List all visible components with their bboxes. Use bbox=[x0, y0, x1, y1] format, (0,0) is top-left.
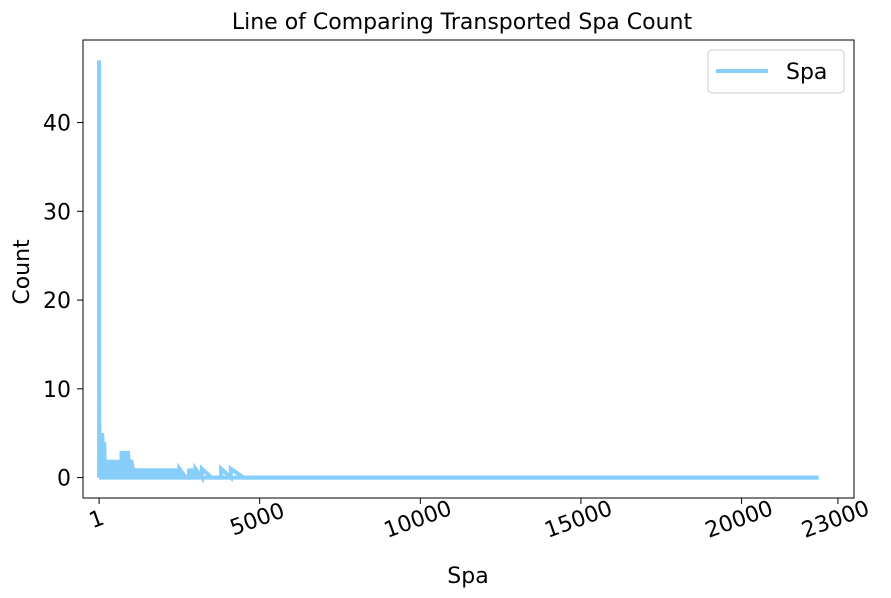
legend-box bbox=[707, 49, 845, 94]
chart-title: Line of Comparing Transported Spa Count bbox=[232, 10, 693, 35]
x-tick-label: 5000 bbox=[227, 499, 288, 542]
y-axis-ticks: 0 10 20 30 40 bbox=[43, 112, 83, 492]
legend-label-spa: Spa bbox=[786, 60, 827, 85]
x-axis-ticks: 1 5000 10000 15000 20000 23000 bbox=[86, 496, 873, 543]
y-tick-label: 40 bbox=[43, 112, 71, 137]
y-axis-label: Count bbox=[10, 239, 35, 305]
y-tick-label: 30 bbox=[43, 200, 71, 225]
x-tick-label: 10000 bbox=[381, 496, 455, 543]
x-tick-label: 1 bbox=[86, 506, 108, 534]
x-tick-label: 23000 bbox=[799, 496, 873, 543]
series-line-group bbox=[97, 60, 819, 484]
y-tick-label: 10 bbox=[43, 378, 71, 403]
x-tick-label: 20000 bbox=[702, 496, 776, 543]
x-tick-label: 15000 bbox=[542, 496, 616, 543]
x-axis-label: Spa bbox=[447, 564, 488, 589]
y-tick-label: 20 bbox=[43, 289, 71, 314]
y-tick-label: 0 bbox=[57, 467, 71, 492]
legend: Spa bbox=[707, 49, 845, 94]
plot-area bbox=[82, 39, 855, 499]
